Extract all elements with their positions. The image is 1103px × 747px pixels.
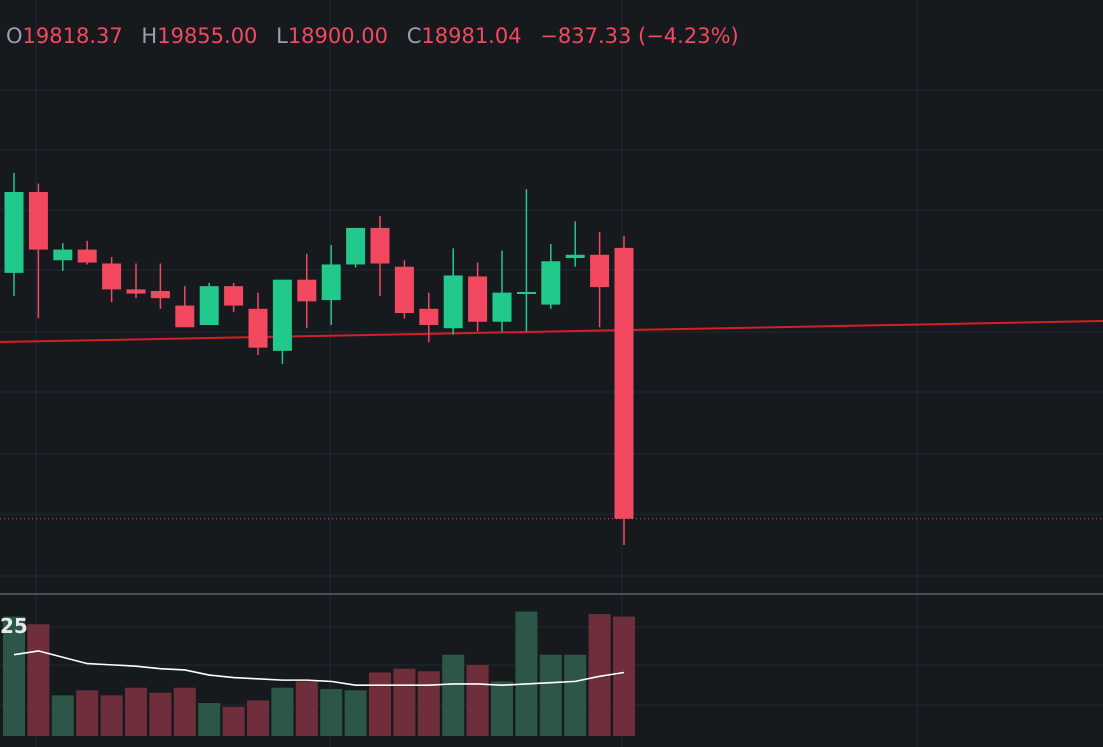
volume-bar <box>588 614 611 736</box>
candle-body <box>590 254 610 288</box>
candle <box>468 262 488 332</box>
volume-bar <box>149 692 172 736</box>
volume-bar <box>100 695 123 736</box>
candle-body <box>53 249 73 261</box>
candle-body <box>370 227 390 264</box>
candle <box>272 279 292 364</box>
volume-bar <box>198 702 221 736</box>
volume-bar <box>393 668 416 736</box>
candle-body <box>419 308 439 325</box>
candle-body <box>516 291 536 294</box>
volume-bar <box>344 690 367 736</box>
volume-bar <box>417 671 440 736</box>
volume-bar <box>442 654 465 736</box>
candle-body <box>297 279 317 302</box>
candle-body <box>541 261 561 305</box>
candles <box>4 172 634 545</box>
candle-body <box>248 308 268 348</box>
candle-body <box>175 305 195 328</box>
candle <box>297 253 317 329</box>
candle <box>394 260 414 319</box>
volume-bar <box>613 616 635 736</box>
candle <box>28 183 48 319</box>
candle <box>4 172 24 296</box>
candle-body <box>565 254 585 259</box>
candle <box>590 232 610 328</box>
candle <box>565 221 585 267</box>
candle <box>126 263 146 299</box>
volume-bar <box>247 700 269 736</box>
candle-body <box>492 292 512 322</box>
candle <box>224 282 244 313</box>
volume-ma-line <box>13 650 625 687</box>
low-key: L <box>276 24 288 48</box>
candle <box>199 282 219 325</box>
volume-bar <box>515 611 538 736</box>
volume-bar <box>271 687 294 736</box>
candle-body <box>150 291 170 299</box>
candle <box>516 189 536 332</box>
volume-bar <box>125 687 147 736</box>
candle-body <box>199 286 219 325</box>
close-key: C <box>406 24 422 48</box>
candle-body <box>102 263 122 290</box>
candle <box>614 236 634 545</box>
change-value: −837.33 (−4.23%) <box>540 24 739 48</box>
volume-bars <box>3 611 635 736</box>
candle <box>419 292 439 343</box>
candle-body <box>28 191 48 250</box>
candle <box>370 215 390 296</box>
candle-body <box>126 289 146 294</box>
volume-bar <box>51 695 74 736</box>
candle-body <box>346 227 366 265</box>
open-key: O <box>6 24 23 48</box>
volume-bar <box>295 681 318 736</box>
candle-body <box>443 275 463 329</box>
candle-body <box>77 249 97 263</box>
candle <box>541 244 561 309</box>
volume-bar <box>320 689 343 736</box>
candle-body <box>321 264 341 301</box>
candle <box>175 286 195 328</box>
volume-bar <box>564 654 587 736</box>
candle-body <box>224 286 244 306</box>
candle <box>321 245 341 325</box>
candle-body <box>4 191 24 273</box>
volume-bar <box>369 672 391 736</box>
candle <box>77 240 97 265</box>
volume-bar <box>3 616 25 736</box>
trendline[interactable] <box>0 320 1103 343</box>
candle <box>150 263 170 309</box>
candle <box>443 248 463 335</box>
low-value: 18900.00 <box>287 24 389 48</box>
close-value: 18981.04 <box>421 24 522 48</box>
volume-bar <box>222 706 245 736</box>
candle <box>248 292 268 356</box>
volume-bar <box>27 624 50 736</box>
volume-bar <box>76 690 99 736</box>
volume-indicator-label: 25 <box>0 614 28 638</box>
volume-bar <box>466 664 489 736</box>
open-value: 19818.37 <box>22 24 123 48</box>
candle-body <box>468 276 488 322</box>
high-value: 19855.00 <box>157 24 258 48</box>
candle <box>53 243 73 271</box>
high-key: H <box>141 24 158 48</box>
candle-body <box>394 266 414 314</box>
volume-bar <box>491 681 513 736</box>
ohlc-legend: O19818.37 H19855.00 L18900.00 C18981.04 … <box>6 24 739 48</box>
candle-body <box>272 279 292 351</box>
candle <box>346 227 366 268</box>
candle <box>492 250 512 332</box>
volume-bar <box>173 687 196 736</box>
candle <box>102 257 122 303</box>
volume-bar <box>539 654 562 736</box>
candle-body <box>614 247 634 519</box>
